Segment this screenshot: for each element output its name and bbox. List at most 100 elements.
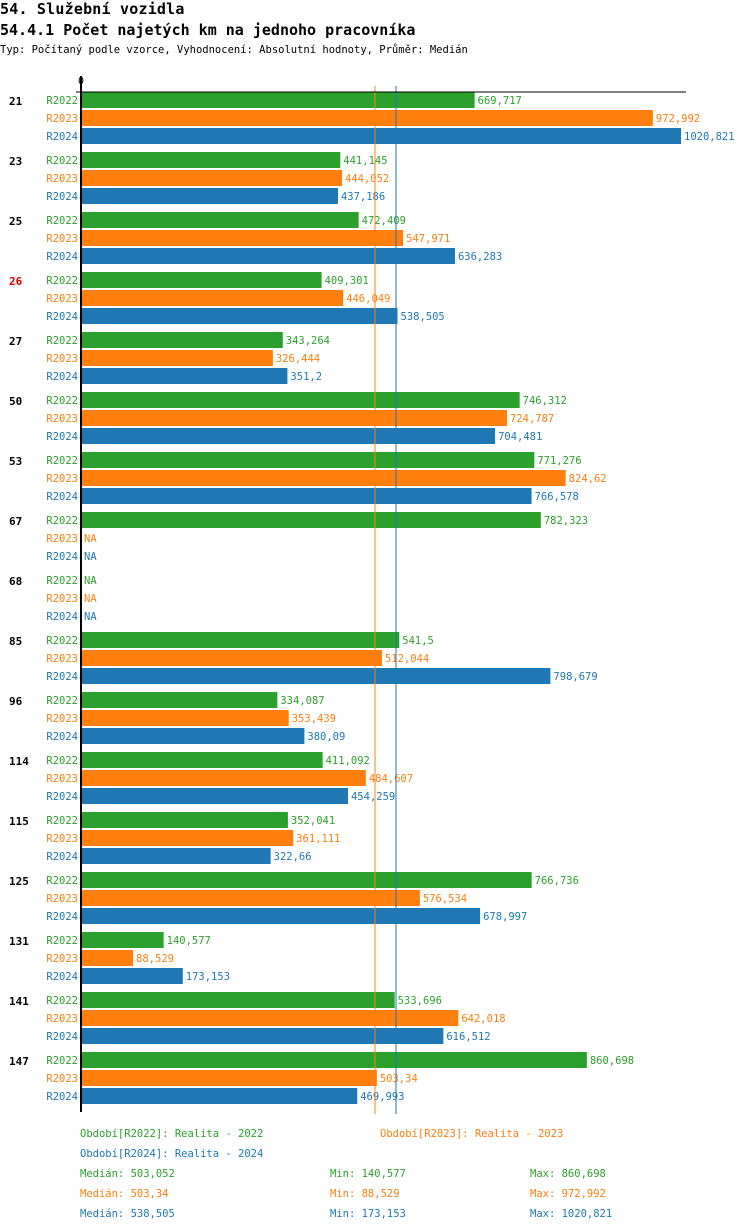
series-label: R2023 bbox=[46, 893, 78, 905]
series-label: R2024 bbox=[46, 491, 78, 503]
bar-r2024 bbox=[82, 128, 681, 144]
series-label: R2024 bbox=[46, 251, 78, 263]
data-label: 326,444 bbox=[276, 353, 320, 365]
series-label: R2024 bbox=[46, 971, 78, 983]
bar-r2022 bbox=[82, 392, 520, 408]
category-label: 147 bbox=[9, 1055, 29, 1068]
bar-r2023 bbox=[82, 890, 420, 906]
series-label: R2023 bbox=[46, 113, 78, 125]
data-label: 860,698 bbox=[590, 1055, 634, 1067]
data-label: 771,276 bbox=[537, 455, 581, 467]
bar-r2024 bbox=[82, 728, 305, 744]
series-label: R2024 bbox=[46, 1091, 78, 1103]
stat-min-r2022: Min: 140,577 bbox=[330, 1168, 406, 1180]
stat-median-r2024: Medián: 538,505 bbox=[80, 1208, 175, 1220]
series-label: R2023 bbox=[46, 473, 78, 485]
bar-r2022 bbox=[82, 152, 341, 168]
data-label: NA bbox=[84, 611, 97, 623]
category-label: 85 bbox=[9, 635, 22, 648]
series-label: R2024 bbox=[46, 1031, 78, 1043]
data-label: 972,992 bbox=[656, 113, 700, 125]
category-label: 141 bbox=[9, 995, 29, 1008]
series-label: R2022 bbox=[46, 155, 78, 167]
series-label: R2024 bbox=[46, 551, 78, 563]
series-label: R2022 bbox=[46, 395, 78, 407]
series-label: R2023 bbox=[46, 233, 78, 245]
series-label: R2023 bbox=[46, 833, 78, 845]
category-label: 115 bbox=[9, 815, 29, 828]
category-label: 25 bbox=[9, 215, 22, 228]
bar-r2024 bbox=[82, 188, 338, 204]
series-label: R2022 bbox=[46, 455, 78, 467]
series-label: R2022 bbox=[46, 575, 78, 587]
data-label: 1020,821 bbox=[684, 131, 735, 143]
bar-r2022 bbox=[82, 932, 164, 948]
legend-period-r2023: Období[R2023]: Realita - 2023 bbox=[380, 1128, 564, 1140]
legend-period-r2024: Období[R2024]: Realita - 2024 bbox=[80, 1148, 264, 1160]
data-label: 636,283 bbox=[458, 251, 502, 263]
bar-r2023 bbox=[82, 710, 289, 726]
bar-r2022 bbox=[82, 332, 283, 348]
bar-r2022 bbox=[82, 632, 400, 648]
stat-median-r2022: Medián: 503,052 bbox=[80, 1168, 175, 1180]
category-label: 23 bbox=[9, 155, 22, 168]
data-label: 343,264 bbox=[286, 335, 330, 347]
bar-r2024 bbox=[82, 788, 348, 804]
bar-r2024 bbox=[82, 248, 455, 264]
data-label: 704,481 bbox=[498, 431, 542, 443]
series-label: R2024 bbox=[46, 431, 78, 443]
data-label: NA bbox=[84, 593, 97, 605]
bar-r2024 bbox=[82, 308, 398, 324]
data-label: NA bbox=[84, 575, 97, 587]
category-label: 53 bbox=[9, 455, 22, 468]
bar-r2023 bbox=[82, 290, 344, 306]
bar-r2024 bbox=[82, 848, 271, 864]
stat-median-r2023: Medián: 503,34 bbox=[80, 1188, 169, 1200]
category-label: 114 bbox=[9, 755, 29, 768]
stat-max-r2024: Max: 1020,821 bbox=[530, 1208, 613, 1220]
data-label: 782,323 bbox=[544, 515, 588, 527]
data-label: 824,62 bbox=[569, 473, 607, 485]
series-label: R2023 bbox=[46, 1013, 78, 1025]
series-label: R2023 bbox=[46, 773, 78, 785]
series-label: R2024 bbox=[46, 131, 78, 143]
bar-r2022 bbox=[82, 692, 278, 708]
legend-period-r2022: Období[R2022]: Realita - 2022 bbox=[80, 1128, 264, 1140]
stat-min-r2023: Min: 88,529 bbox=[330, 1188, 400, 1200]
data-label: 437,186 bbox=[341, 191, 385, 203]
series-label: R2023 bbox=[46, 353, 78, 365]
data-label: 140,577 bbox=[167, 935, 211, 947]
data-label: 541,5 bbox=[402, 635, 434, 647]
series-label: R2023 bbox=[46, 953, 78, 965]
bar-r2022 bbox=[82, 212, 359, 228]
bar-r2023 bbox=[82, 950, 134, 966]
series-label: R2023 bbox=[46, 1073, 78, 1085]
bar-r2022 bbox=[82, 272, 322, 288]
bar-r2024 bbox=[82, 1028, 444, 1044]
bar-r2023 bbox=[82, 1010, 459, 1026]
series-label: R2024 bbox=[46, 671, 78, 683]
x-tick-label: 0 bbox=[78, 76, 84, 87]
data-label: 724,787 bbox=[510, 413, 554, 425]
bar-r2023 bbox=[82, 470, 566, 486]
bar-r2024 bbox=[82, 968, 183, 984]
data-label: 334,087 bbox=[280, 695, 324, 707]
stat-max-r2023: Max: 972,992 bbox=[530, 1188, 606, 1200]
data-label: 472,409 bbox=[362, 215, 406, 227]
data-label: 351,2 bbox=[290, 371, 322, 383]
bar-r2023 bbox=[82, 230, 404, 246]
data-label: 322,66 bbox=[274, 851, 312, 863]
bar-r2022 bbox=[82, 92, 475, 108]
data-label: 88,529 bbox=[136, 953, 174, 965]
series-label: R2023 bbox=[46, 413, 78, 425]
section-title: 54. Služební vozidla bbox=[0, 0, 185, 18]
data-label: 361,111 bbox=[296, 833, 340, 845]
series-label: R2024 bbox=[46, 311, 78, 323]
data-label: 616,512 bbox=[446, 1031, 490, 1043]
data-label: 444,052 bbox=[345, 173, 389, 185]
bar-r2024 bbox=[82, 428, 496, 444]
bar-r2023 bbox=[82, 410, 508, 426]
category-label: 27 bbox=[9, 335, 22, 348]
series-label: R2024 bbox=[46, 851, 78, 863]
